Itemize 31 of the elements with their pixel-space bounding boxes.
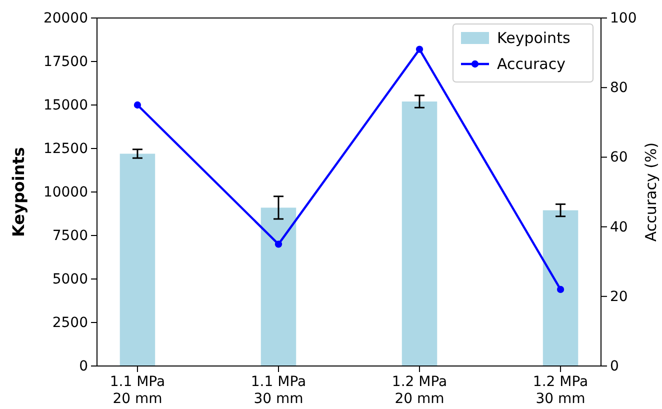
y2-tick-label: 80 [610,80,628,96]
y-tick-label: 2500 [52,314,88,331]
y2-tick-label: 40 [610,219,628,236]
x-tick-label: 1.2 MPa 20 mm [392,374,448,407]
y-tick-label: 10000 [43,184,88,200]
y-tick-label: 7500 [52,228,88,244]
y-tick-label: 0 [79,358,88,374]
bar [542,210,578,366]
legend-label: Accuracy [497,55,566,73]
point [416,46,424,53]
y2-axis-title: Accuracy (%) [642,142,660,242]
y-axis-title: Keypoints [9,147,28,237]
y-tick-label: 12500 [43,140,88,157]
x-tick-label: 1.1 MPa 30 mm [250,374,306,407]
y2-tick-label: 0 [610,358,619,374]
y2-tick-label: 60 [610,150,628,166]
y-tick-label: 15000 [43,97,88,114]
bar [402,102,438,366]
point [134,101,142,109]
legend-label: Keypoints [497,29,570,47]
y-tick-label: 5000 [52,271,88,288]
y-tick-label: 17500 [43,54,88,70]
bar [260,208,296,366]
y2-tick-label: 20 [610,288,628,305]
bar [120,154,156,366]
point [274,240,282,248]
x-tick-label: 1.1 MPa 20 mm [110,374,166,407]
point [556,286,564,293]
x-tick-label: 1.2 MPa 30 mm [532,374,588,407]
y-tick-label: 20000 [43,10,88,26]
y2-tick-label: 100 [610,10,637,26]
